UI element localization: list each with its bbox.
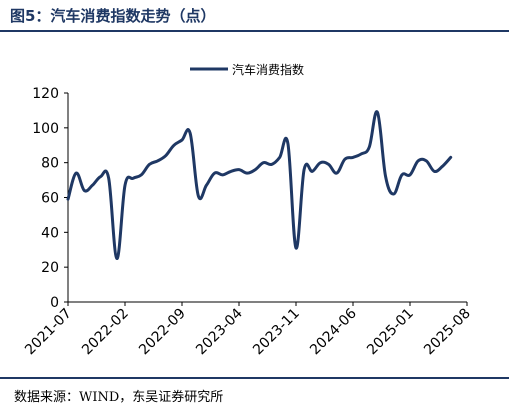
data-point (148, 163, 151, 166)
y-tick-label: 80 (41, 156, 59, 172)
data-point (400, 173, 403, 176)
data-point (278, 156, 281, 159)
y-tick-label: 40 (41, 225, 59, 241)
data-point (156, 159, 159, 162)
data-point (270, 163, 273, 166)
data-point (246, 172, 249, 175)
x-tick-label: 2023-04 (193, 305, 246, 358)
data-point (409, 173, 412, 176)
data-point (107, 177, 110, 180)
data-point (384, 175, 387, 178)
legend: 汽车消费指数 (190, 62, 304, 77)
data-point (425, 159, 428, 162)
data-point (205, 184, 208, 187)
x-tick-label: 2022-09 (136, 306, 189, 359)
data-point (286, 142, 289, 145)
data-point (115, 257, 118, 260)
data-source: 数据来源：WIND，东吴证券研究所 (14, 390, 224, 405)
data-point (433, 170, 436, 173)
bottom-rule (0, 377, 509, 379)
data-point (352, 156, 355, 159)
data-point (229, 170, 232, 173)
y-tick-label: 20 (41, 260, 59, 276)
data-point (368, 146, 371, 149)
data-point (132, 177, 135, 180)
data-point (172, 144, 175, 147)
data-point (335, 172, 338, 175)
data-point (392, 193, 395, 196)
data-point (67, 198, 70, 201)
data-point (360, 153, 363, 156)
legend-label: 汽车消费指数 (232, 62, 304, 77)
data-point (164, 154, 167, 157)
y-tick-label: 100 (32, 121, 59, 137)
data-point (124, 184, 127, 187)
x-tick-label: 2022-02 (79, 306, 132, 359)
data-point (221, 173, 224, 176)
data-point (319, 161, 322, 164)
data-point (262, 161, 265, 164)
data-point (311, 170, 314, 173)
data-point (254, 168, 257, 171)
data-point (327, 163, 330, 166)
top-rule (0, 30, 509, 32)
series-group (66, 110, 453, 261)
data-point (441, 165, 444, 168)
data-point (213, 172, 216, 175)
data-point (181, 139, 184, 142)
x-tick-label: 2024-06 (307, 305, 360, 358)
data-point (197, 194, 200, 197)
data-point (343, 158, 346, 161)
figure-title: 图5：汽车消费指数走势（点） (10, 7, 216, 25)
data-point (303, 168, 306, 171)
data-point (238, 168, 241, 171)
data-point (99, 175, 102, 178)
y-tick-label: 120 (32, 86, 59, 102)
data-point (376, 111, 379, 114)
data-point (91, 184, 94, 187)
line-chart: 汽车消费指数 0 20 40 60 80 100 120 2021-07 2022-02 2022… (22, 62, 474, 358)
x-tick-label: 2025-01 (364, 306, 417, 359)
x-tick-label: 2021-07 (22, 306, 75, 359)
series-line (66, 110, 453, 261)
data-point (75, 172, 78, 175)
data-point (295, 247, 298, 250)
x-tick-label: 2023-11 (250, 306, 303, 359)
data-point (140, 173, 143, 176)
data-point (189, 132, 192, 135)
y-tick-label: 60 (41, 191, 59, 207)
data-point (83, 189, 86, 192)
y-tick-label: 0 (50, 295, 59, 311)
data-point (449, 156, 452, 159)
x-tick-label: 2025-08 (421, 306, 474, 359)
data-point (417, 159, 420, 162)
